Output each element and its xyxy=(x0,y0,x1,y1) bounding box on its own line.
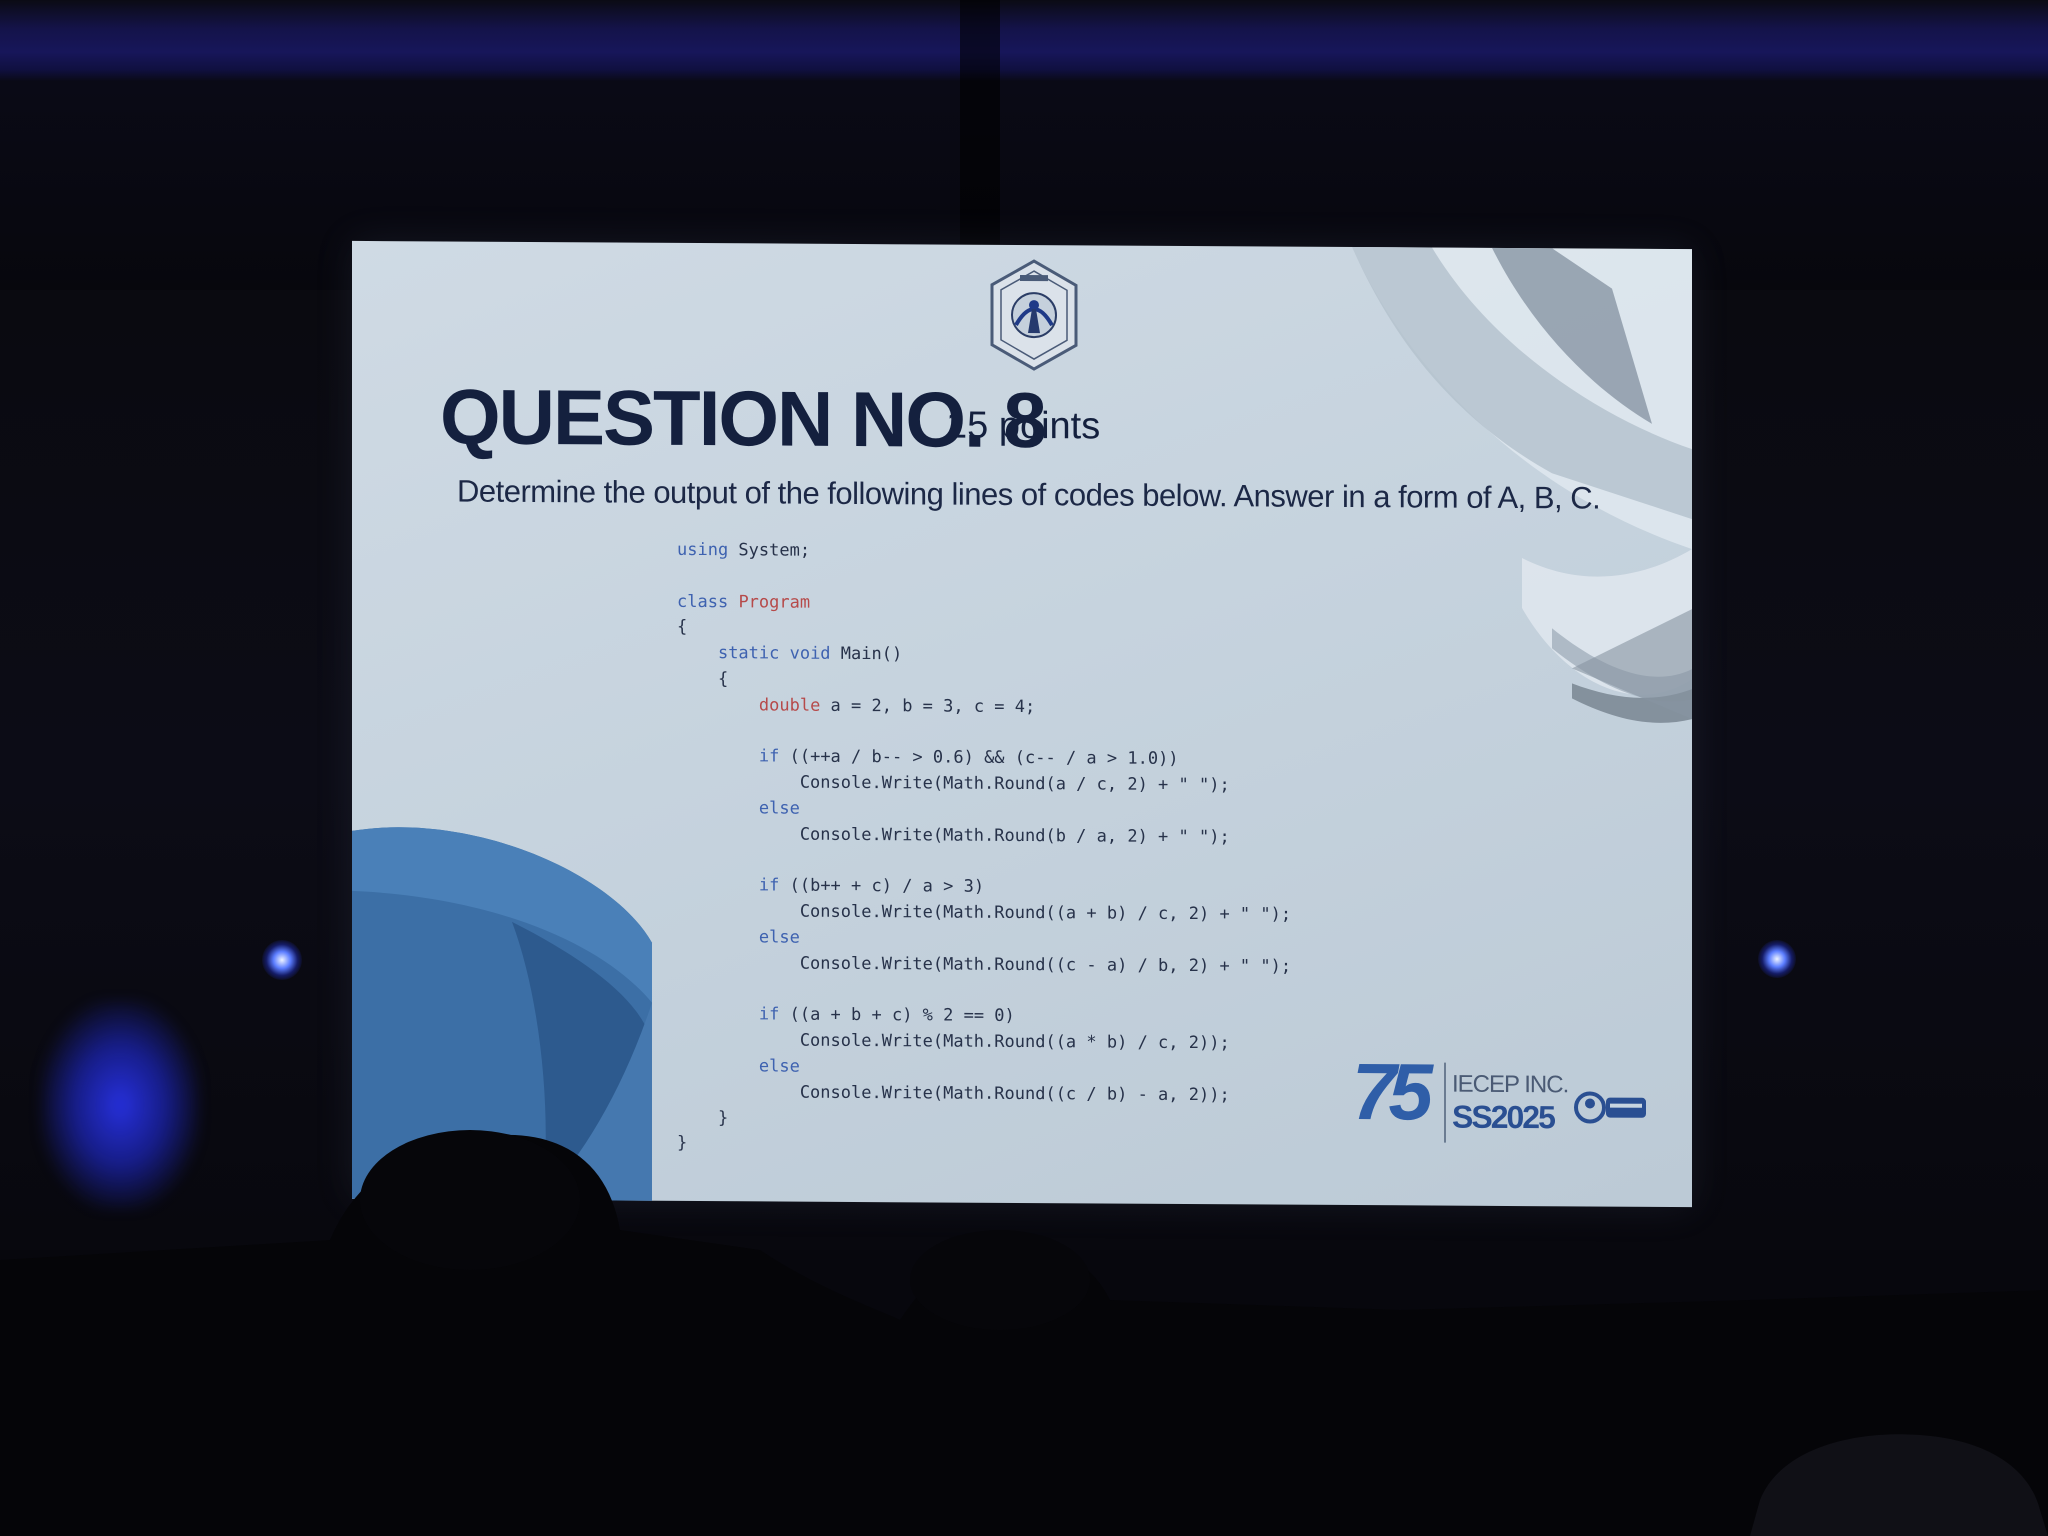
code-token: System; xyxy=(728,540,811,561)
event-logo: 75 IECEP INC. SS2025 xyxy=(1352,1047,1652,1154)
projector-screen: QUESTION NO. 8 15 points Determine the o… xyxy=(352,240,1692,1208)
code-line: { xyxy=(677,667,1291,697)
question-instruction: Determine the output of the following li… xyxy=(457,473,1601,516)
code-token xyxy=(677,643,718,663)
stage-light-right xyxy=(1758,940,1796,978)
code-line: static void Main() xyxy=(677,641,1291,671)
code-token xyxy=(677,798,759,819)
code-token: using xyxy=(677,539,729,561)
code-token: Console.Write(Math.Round(b / a, 2) + " "… xyxy=(677,823,1230,848)
code-line xyxy=(677,976,1291,1006)
code-line: Console.Write(Math.Round((c - a) / b, 2)… xyxy=(677,951,1291,981)
code-line: { xyxy=(677,615,1291,645)
code-line: Console.Write(Math.Round(a / c, 2) + " "… xyxy=(677,770,1291,800)
stage-blue-glow xyxy=(40,1000,200,1210)
society-seal-logo xyxy=(990,259,1078,371)
stage-light-left xyxy=(262,940,302,980)
audience-silhouettes xyxy=(0,1130,2048,1536)
code-token: { xyxy=(677,617,688,638)
code-token xyxy=(677,746,759,767)
code-line: double a = 2, b = 3, c = 4; xyxy=(677,693,1291,723)
code-token: double xyxy=(758,695,821,716)
code-line: else xyxy=(677,925,1291,955)
code-token: a = 2, b = 3, c = 4; xyxy=(820,695,1036,717)
code-token xyxy=(677,875,759,896)
code-line: if ((b++ + c) / a > 3) xyxy=(677,873,1291,903)
code-line: using System; xyxy=(677,538,1291,568)
code-token: Console.Write(Math.Round((a + b) / c, 2)… xyxy=(677,901,1292,925)
code-line: Console.Write(Math.Round(b / a, 2) + " "… xyxy=(677,822,1291,852)
code-token xyxy=(677,1056,759,1077)
code-snippet: using System; class Program{ static void … xyxy=(677,538,1291,1161)
code-token xyxy=(728,592,738,612)
code-token: else xyxy=(758,927,800,948)
code-token: if xyxy=(758,875,780,896)
partner-logo-icon xyxy=(1574,1091,1646,1124)
ceiling-area xyxy=(0,0,2048,290)
code-line xyxy=(677,847,1291,877)
code-line xyxy=(677,718,1291,748)
code-token: Main() xyxy=(830,644,903,665)
code-token xyxy=(677,927,759,948)
code-token: if xyxy=(758,746,780,767)
code-line: if ((a + b + c) % 2 == 0) xyxy=(677,1002,1291,1032)
code-token: { xyxy=(677,668,729,690)
code-token: Program xyxy=(738,591,811,613)
code-token: if xyxy=(758,1004,780,1025)
code-token: else xyxy=(758,798,800,819)
code-token: else xyxy=(758,1056,800,1077)
code-token: class xyxy=(677,591,729,612)
code-token: Console.Write(Math.Round((c - a) / b, 2)… xyxy=(677,952,1292,977)
ceiling-beam xyxy=(960,0,1000,290)
code-token xyxy=(677,695,759,716)
code-token: ((a + b + c) % 2 == 0) xyxy=(779,1004,1015,1027)
question-points: 15 points xyxy=(946,404,1101,448)
code-token: Console.Write(Math.Round((a * b) / c, 2)… xyxy=(677,1030,1230,1054)
code-line: Console.Write(Math.Round((a + b) / c, 2)… xyxy=(677,899,1291,929)
code-line xyxy=(677,564,1291,594)
code-token xyxy=(677,1004,759,1025)
code-token: ((b++ + c) / a > 3) xyxy=(779,875,985,898)
code-line: Console.Write(Math.Round((a * b) / c, 2)… xyxy=(677,1028,1291,1058)
code-token: ((++a / b-- > 0.6) && (c-- / a > 1.0)) xyxy=(779,746,1179,770)
code-line: else xyxy=(677,1054,1291,1084)
code-line: class Program xyxy=(677,589,1291,619)
code-token: static void xyxy=(717,643,831,665)
code-line: if ((++a / b-- > 0.6) && (c-- / a > 1.0)… xyxy=(677,744,1291,774)
code-line: else xyxy=(677,796,1291,826)
code-token: Console.Write(Math.Round(a / c, 2) + " "… xyxy=(677,772,1230,796)
